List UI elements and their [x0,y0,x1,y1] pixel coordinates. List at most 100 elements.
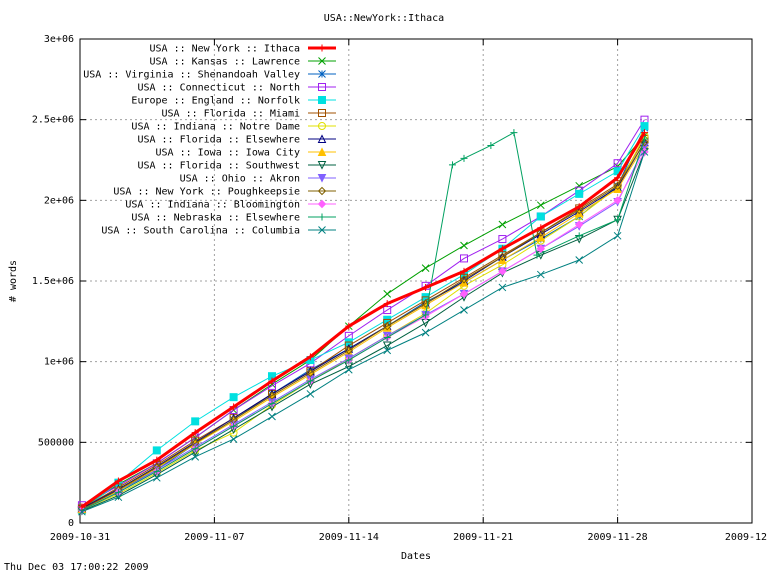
data-point [498,245,506,253]
data-point [114,477,122,485]
legend-entry: USA :: Iowa :: Iowa City [156,147,336,159]
legend-label: USA :: Indiana :: Notre Dame [131,122,300,133]
y-tick-label: 2.5e+06 [32,115,74,126]
data-point [533,251,541,259]
series-line [81,141,645,509]
legend-label: USA :: Kansas :: Lawrence [149,57,300,68]
data-point [614,174,622,182]
data-point [448,161,456,169]
y-tick-label: 3e+06 [44,34,74,45]
data-point [460,306,468,314]
series-layer [77,115,649,516]
data-point [575,256,584,264]
data-point [306,368,315,378]
data-point [344,346,354,355]
legend-entry: USA :: Florida :: Miami [162,109,336,120]
timestamp-footer: Thu Dec 03 17:00:22 2009 [4,562,149,573]
data-point [613,196,622,205]
legend-entry: USA :: Ohio :: Akron [180,174,336,185]
data-point [318,44,326,52]
data-point [536,201,545,210]
data-point [267,391,277,400]
data-point [78,503,86,511]
series-line [81,145,645,510]
legend-label: USA :: South Carolina :: Columbia [101,226,300,237]
data-point [344,365,353,374]
data-point [114,493,123,502]
data-point [575,232,583,240]
legend-label: USA :: Connecticut :: North [137,83,300,94]
data-point [78,507,86,516]
legend-label: USA :: Florida :: Southwest [137,161,300,172]
data-point [191,452,200,461]
data-point [229,435,238,443]
y-tick-label: 2e+06 [44,195,74,206]
y-tick-label: 500000 [38,437,74,448]
data-point [345,322,353,330]
data-point [383,333,391,341]
tick-layer: 0 500000 1e+06 1.5e+06 2e+06 2.5e+06 3e+06 2009… [32,34,768,543]
data-point [382,321,392,331]
series-line [81,151,645,512]
data-point [498,220,507,229]
data-point [317,199,327,209]
data-point [498,283,507,292]
data-point [575,189,584,198]
series-14 [78,148,649,516]
data-point [152,473,161,482]
data-point [318,226,326,234]
data-point [345,356,353,364]
series-line [81,151,645,513]
data-point [318,109,326,117]
x-tick-label: 2009-11-21 [453,532,513,543]
data-point [510,129,518,137]
data-point [191,445,199,453]
legend-label: USA :: New York :: Poughkeepsie [113,187,300,198]
data-point [114,488,122,496]
legend-entry: USA :: New York :: Ithaca [149,44,336,55]
data-point [537,224,545,232]
series-line [81,141,645,510]
legend-entry: USA :: Kansas :: Lawrence [149,57,336,68]
chart-title: USA::NewYork::Ithaca [323,13,445,24]
y-tick-label: 1e+06 [44,357,74,368]
legend-entry: USA :: Florida :: Elsewhere [137,134,336,146]
x-tick-label: 2009-11-07 [184,532,244,543]
y-tick-label: 1.5e+06 [32,276,74,287]
data-point [459,275,469,284]
legend-label: USA :: Indiana :: Bloomington [125,200,300,211]
legend-label: USA :: Virginia :: Shenandoah Valley [83,70,300,81]
data-point [318,213,326,221]
data-point [383,290,392,298]
legend-entry: USA :: Indiana :: Bloomington [125,200,336,211]
data-point [460,254,468,263]
series-line [81,125,645,511]
data-point [382,341,392,351]
data-point [268,377,276,385]
legend-entry: USA :: Indiana :: Notre Dame [131,122,336,133]
legend-label: USA :: Iowa :: Iowa City [156,148,301,159]
data-point [498,235,507,244]
data-point [306,377,314,385]
data-point [459,289,469,299]
data-point [153,467,161,475]
data-point [318,57,326,65]
data-point [536,244,546,253]
data-point [306,353,314,361]
data-point [460,241,468,250]
data-point [383,346,392,355]
series-line [81,138,645,509]
legend-entry: USA :: New York :: Poughkeepsie [113,187,336,198]
data-point [153,456,161,464]
data-point [536,228,546,237]
legend-entry: USA :: Nebraska :: Elsewhere [131,213,336,224]
series-0 [78,129,648,511]
legend-label: Europe :: England :: Norfolk [131,96,300,107]
data-point [421,264,430,272]
legend-entry: USA :: Connecticut :: North [137,83,336,94]
series-3 [77,115,649,510]
x-tick-label: 2009-12-0 [725,532,768,543]
data-point [230,422,238,430]
data-point [152,446,161,455]
